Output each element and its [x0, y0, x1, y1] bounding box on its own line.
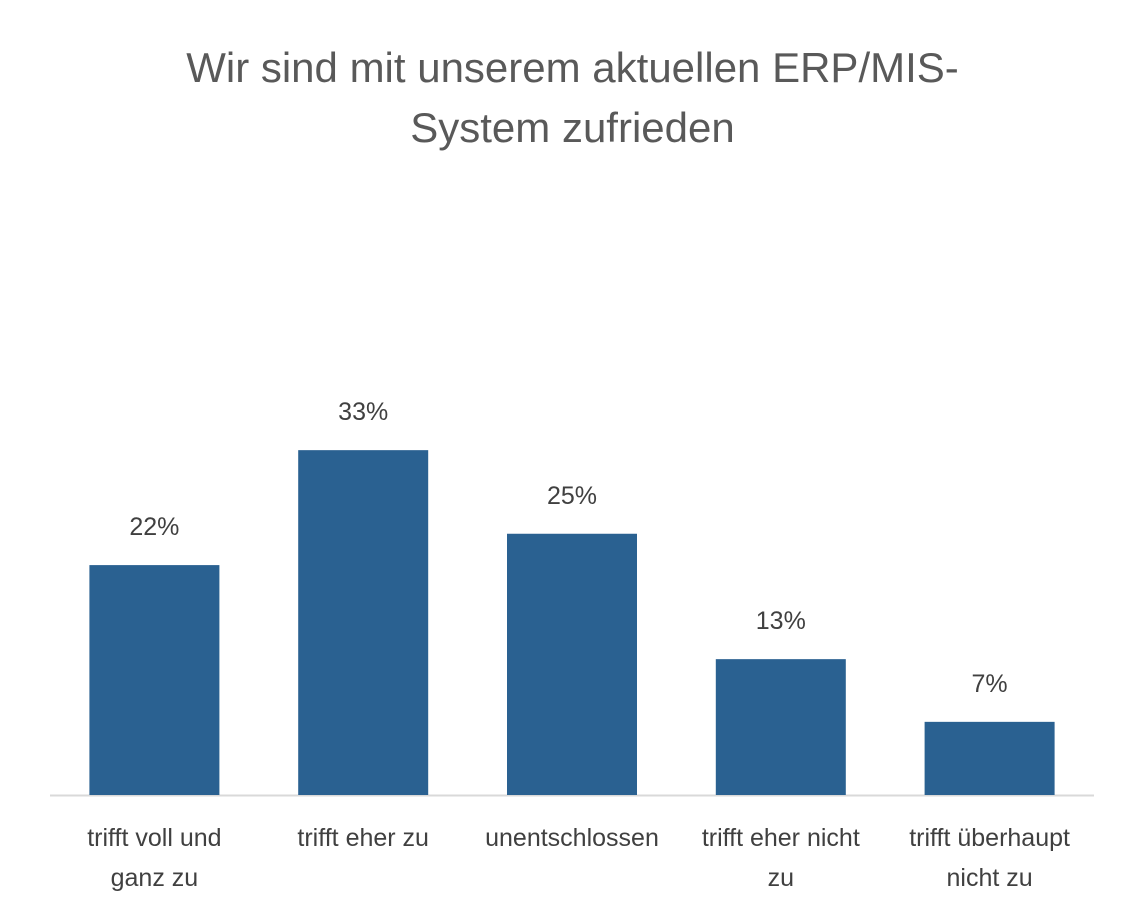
data-label-2: 33% — [338, 398, 388, 426]
bar-3 — [507, 533, 637, 795]
category-label-5-line-2: nicht zu — [946, 864, 1033, 892]
category-label-5: trifft überhaupt nicht zu — [875, 818, 1105, 898]
data-label-1: 22% — [129, 513, 179, 541]
category-label-4: trifft eher nicht zu — [666, 818, 896, 898]
data-label-3: 25% — [547, 482, 597, 510]
category-label-2: trifft eher zu — [248, 818, 478, 858]
bar-4 — [715, 659, 846, 795]
category-label-1-line-1: trifft voll und — [87, 824, 222, 852]
category-label-3-line-1: unentschlossen — [485, 824, 659, 852]
chart-title-line-1: Wir sind mit unserem aktuellen ERP/MIS- — [186, 44, 959, 91]
bar-1 — [89, 565, 220, 795]
data-label-5: 7% — [972, 670, 1008, 698]
category-label-2-line-1: trifft eher zu — [297, 824, 429, 852]
category-label-1: trifft voll und ganz zu — [39, 818, 269, 898]
bar-5 — [924, 721, 1055, 795]
chart-title-line-2: System zufrieden — [410, 104, 735, 151]
data-label-4: 13% — [756, 607, 806, 635]
category-label-1-line-2: ganz zu — [110, 864, 199, 892]
category-label-4-line-2: zu — [767, 864, 794, 892]
category-label-3: unentschlossen — [457, 818, 687, 858]
chart-title: Wir sind mit unserem aktuellen ERP/MIS- … — [0, 38, 1145, 158]
bar-2 — [298, 450, 429, 795]
category-label-5-line-1: trifft überhaupt — [909, 824, 1070, 852]
category-label-4-line-1: trifft eher nicht — [701, 824, 860, 852]
